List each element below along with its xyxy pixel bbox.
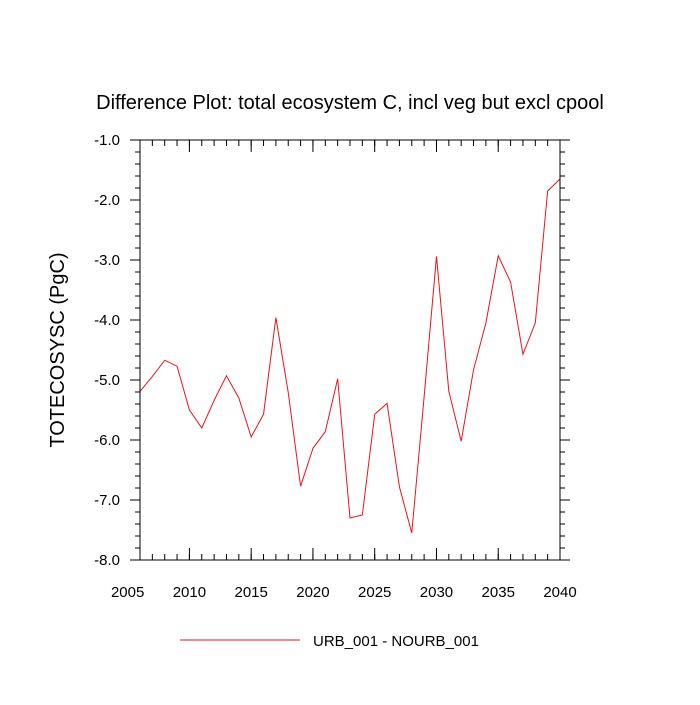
y-tick-label: -2.0	[94, 192, 120, 209]
y-tick-label: -1.0	[94, 132, 120, 149]
x-tick-label: 2020	[296, 584, 329, 601]
chart-title: Difference Plot: total ecosystem C, incl…	[96, 92, 604, 114]
x-tick-label: 2015	[234, 584, 267, 601]
x-tick-label: 2040	[543, 584, 576, 601]
series-line	[139, 178, 561, 534]
y-tick-label: -7.0	[94, 492, 120, 509]
series-lines	[139, 178, 561, 534]
x-tick-label: 2010	[173, 584, 206, 601]
y-tick-label: -5.0	[94, 372, 120, 389]
legend-label: URB_001 - NOURB_001	[313, 633, 479, 650]
y-tick-label: -8.0	[94, 552, 120, 569]
x-tick-label: 2030	[420, 584, 453, 601]
tick-labels: 2005 2010 2015 2020 2025 2030 2035 2040 -8.0 -7.0…	[94, 132, 577, 601]
x-tick-label: 2025	[358, 584, 391, 601]
y-axis-title: TOTECOSYSC (PgC)	[47, 252, 69, 447]
x-tick-label: 2005	[111, 584, 144, 601]
x-tick-label: 2035	[482, 584, 515, 601]
y-tick-label: -4.0	[94, 312, 120, 329]
y-tick-label: -6.0	[94, 432, 120, 449]
y-tick-label: -3.0	[94, 252, 120, 269]
axis-ticks	[130, 139, 570, 561]
plot-frame	[139, 139, 561, 561]
legend: URB_001 - NOURB_001	[180, 633, 479, 650]
